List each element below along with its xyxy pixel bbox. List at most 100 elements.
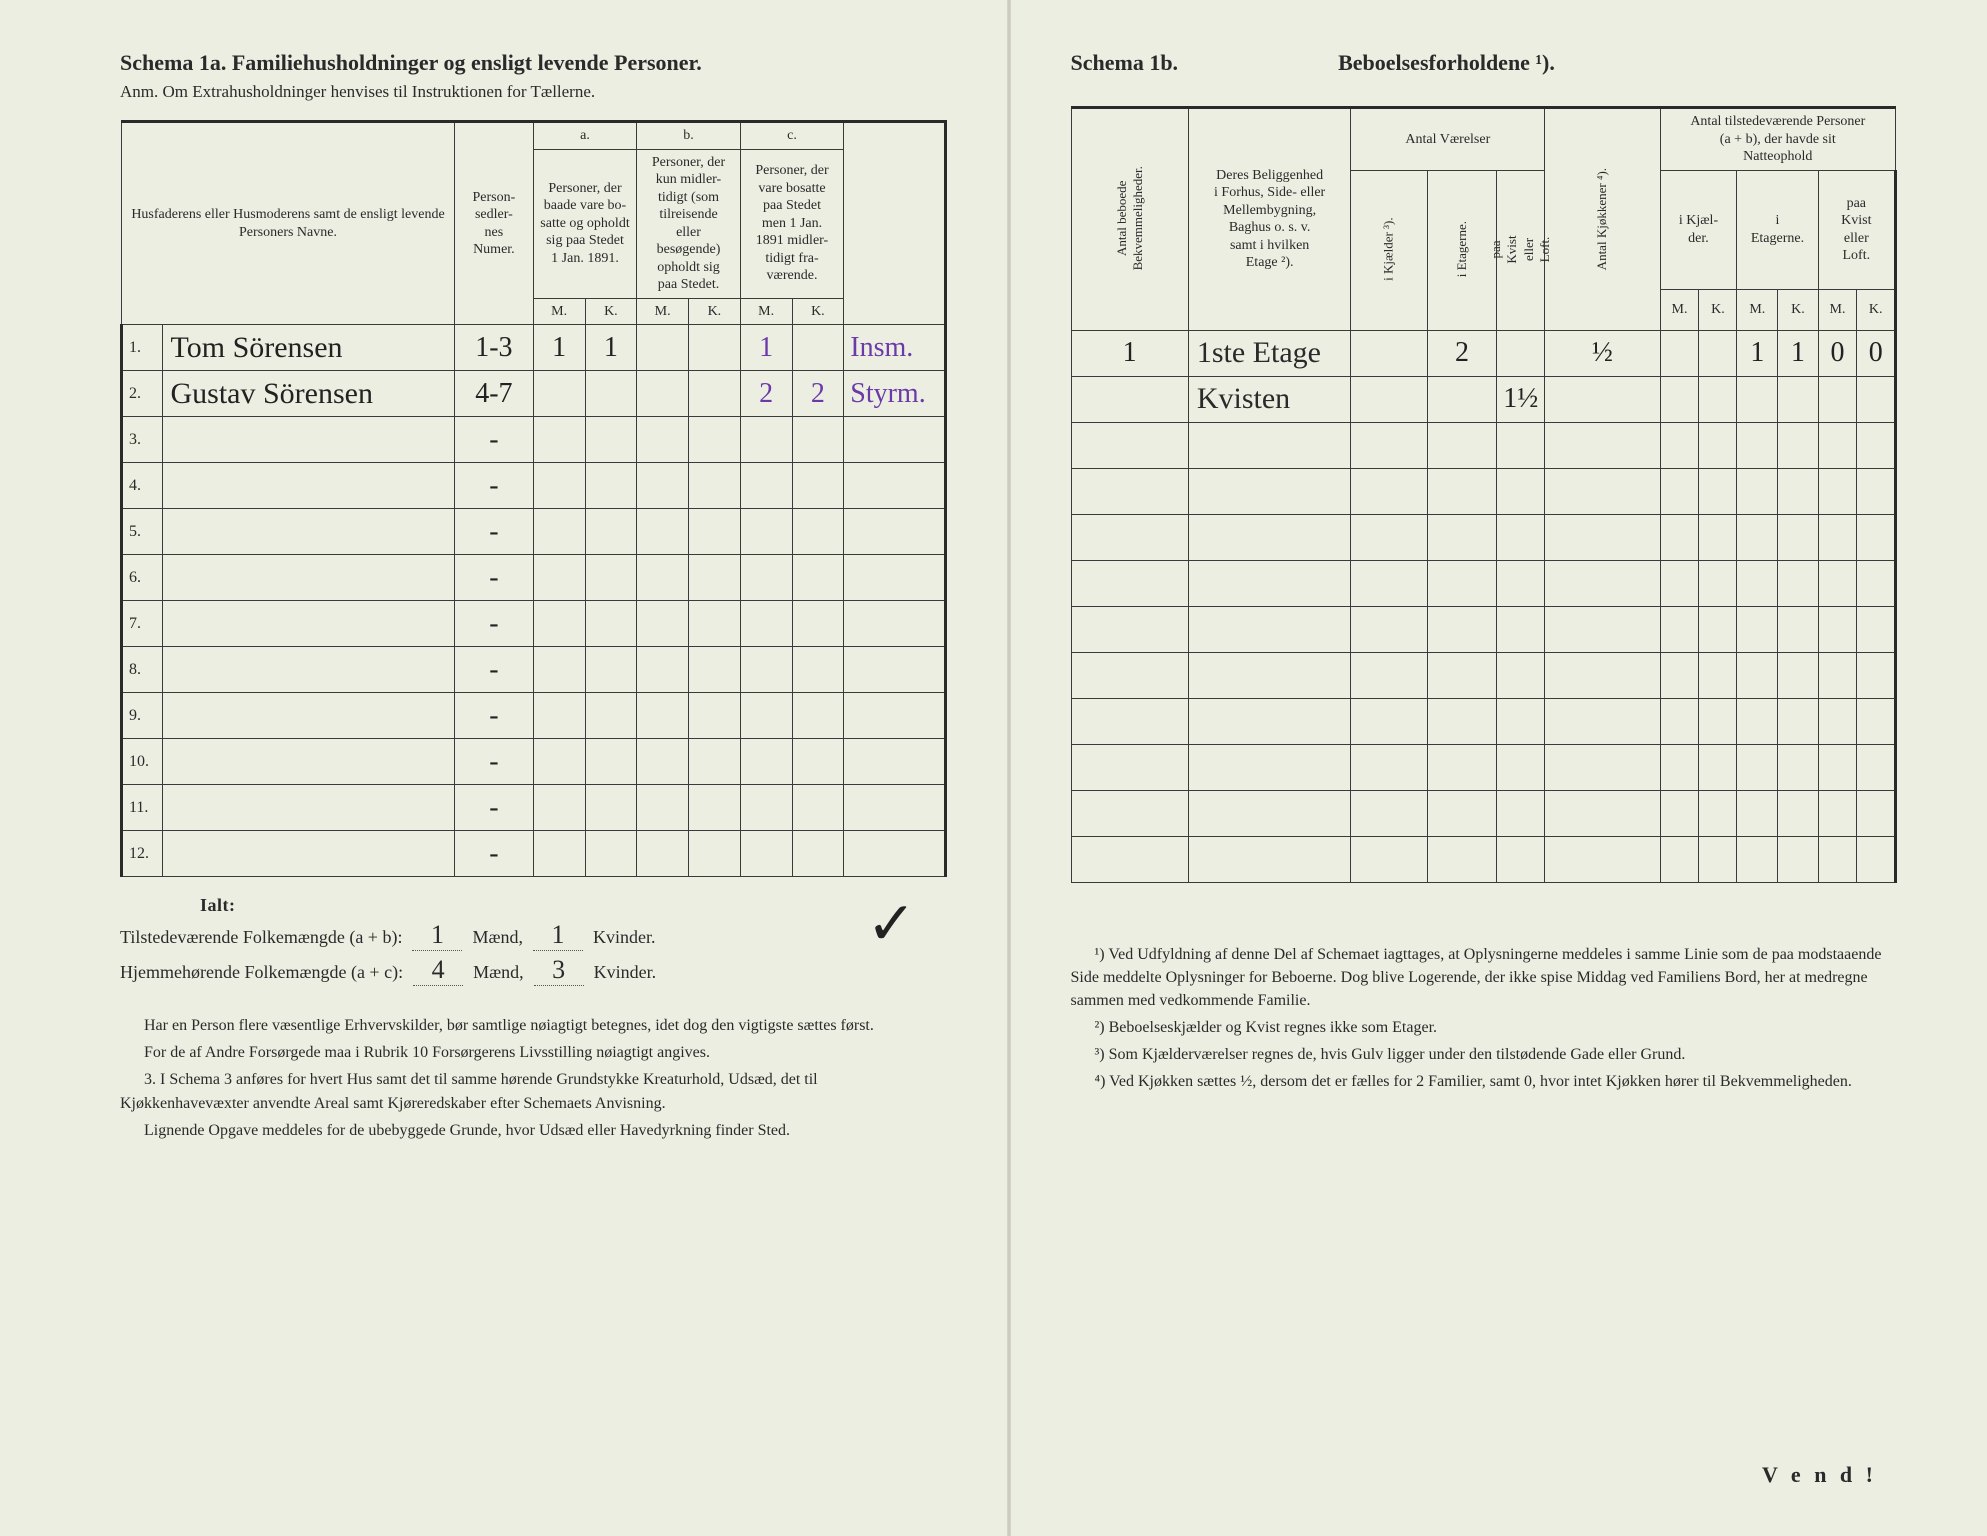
page-spread: Schema 1a. Familiehusholdninger og ensli…	[0, 0, 1987, 1536]
row-kd-m	[1660, 330, 1699, 376]
row-kv-k	[1857, 560, 1896, 606]
row-c-m	[740, 831, 792, 877]
table-row: Kvisten1½	[1071, 376, 1896, 422]
row-kjok	[1545, 652, 1660, 698]
row-kv	[1497, 606, 1545, 652]
row-kd-k	[1699, 514, 1737, 560]
row-et-m	[1737, 698, 1778, 744]
row-a-k	[585, 647, 637, 693]
row-kv-k	[1857, 606, 1896, 652]
row-et	[1427, 652, 1496, 698]
row-et-k	[1778, 652, 1818, 698]
row-kv-k	[1857, 836, 1896, 882]
row-bekv	[1071, 744, 1188, 790]
row-a-m	[533, 739, 585, 785]
row-c-k	[792, 785, 844, 831]
row-kd-m	[1660, 514, 1699, 560]
row-c-m: 1	[740, 325, 792, 371]
row-kj	[1351, 560, 1427, 606]
row-kd-m	[1660, 606, 1699, 652]
row-kv-k	[1857, 698, 1896, 744]
row-sedler: -	[455, 647, 534, 693]
row-belig	[1188, 698, 1351, 744]
row-name	[162, 647, 455, 693]
row-et-k	[1778, 744, 1818, 790]
row-et-m	[1737, 376, 1778, 422]
row-b-m	[637, 693, 689, 739]
row-a-m: 1	[533, 325, 585, 371]
row-kv-k	[1857, 652, 1896, 698]
row-et-m	[1737, 836, 1778, 882]
row-sedler: -	[455, 785, 534, 831]
table-row: 3.-	[122, 417, 946, 463]
col-kd-m: M.	[1660, 290, 1699, 330]
row-b-k	[689, 601, 741, 647]
table-row: 9.-	[122, 693, 946, 739]
row-c-k	[792, 463, 844, 509]
schema-1a-subtitle: Anm. Om Extrahusholdninger henvises til …	[120, 82, 947, 102]
row-note	[844, 739, 945, 785]
row-belig	[1188, 652, 1351, 698]
row-bekv: 1	[1071, 330, 1188, 376]
row-sedler: -	[455, 831, 534, 877]
row-a-m	[533, 601, 585, 647]
row-kv-k	[1857, 514, 1896, 560]
row-kj	[1351, 790, 1427, 836]
row-bekv	[1071, 560, 1188, 606]
col-ietag: i Etagerne.	[1737, 170, 1818, 290]
row-a-k	[585, 463, 637, 509]
hjemme-k: 3	[534, 955, 584, 986]
row-bekv	[1071, 836, 1188, 882]
row-kj	[1351, 422, 1427, 468]
row-name	[162, 463, 455, 509]
row-num: 6.	[122, 555, 163, 601]
row-name	[162, 509, 455, 555]
row-c-m	[740, 417, 792, 463]
row-et-k: 1	[1778, 330, 1818, 376]
col-kvist: paa Kvist eller Loft.	[1497, 170, 1545, 330]
col-bekv: Antal beboede Bekvemmeligheder.	[1071, 108, 1188, 331]
row-kd-k	[1699, 422, 1737, 468]
row-kv	[1497, 468, 1545, 514]
row-name: Gustav Sörensen	[162, 371, 455, 417]
footnote: ¹) Ved Udfyldning af denne Del af Schema…	[1071, 943, 1898, 1013]
row-note	[844, 693, 945, 739]
row-kd-m	[1660, 422, 1699, 468]
row-kd-k	[1699, 560, 1737, 606]
tilst-k-word: Kvinder.	[593, 927, 656, 948]
col-note	[844, 122, 945, 325]
tilst-m-word: Mænd,	[472, 927, 523, 948]
row-b-k	[689, 417, 741, 463]
tilst-label: Tilstedeværende Folkemængde (a + b):	[120, 927, 402, 948]
row-kv	[1497, 744, 1545, 790]
row-a-m	[533, 785, 585, 831]
row-et-m	[1737, 790, 1778, 836]
row-a-k	[585, 371, 637, 417]
row-belig: Kvisten	[1188, 376, 1351, 422]
row-b-m	[637, 325, 689, 371]
row-et	[1427, 744, 1496, 790]
footnote: Lignende Opgave meddeles for de ubebygge…	[120, 1119, 947, 1142]
row-kd-m	[1660, 744, 1699, 790]
table-row: 8.-	[122, 647, 946, 693]
row-name	[162, 601, 455, 647]
footnote: ³) Som Kjælderværelser regnes de, hvis G…	[1071, 1043, 1898, 1066]
left-footnotes: Har en Person flere væsentlige Erhvervsk…	[120, 1014, 947, 1142]
row-kv	[1497, 560, 1545, 606]
row-et	[1427, 376, 1496, 422]
row-num: 3.	[122, 417, 163, 463]
table-row: 11.-	[122, 785, 946, 831]
row-kd-m	[1660, 376, 1699, 422]
right-page: Schema 1b. Beboelsesforholdene ¹). Antal…	[1011, 0, 1987, 1536]
col-personsedler: Person- sedler- nes Numer.	[455, 122, 534, 325]
row-note	[844, 831, 945, 877]
row-belig	[1188, 606, 1351, 652]
table-row: 10.-	[122, 739, 946, 785]
table-row: 1.Tom Sörensen1-3111Insm.	[122, 325, 946, 371]
row-note: Insm.	[844, 325, 945, 371]
row-kjok	[1545, 606, 1660, 652]
col-a-k: K.	[585, 298, 637, 325]
col-kd-k: K.	[1699, 290, 1737, 330]
hjemme-m-word: Mænd,	[473, 962, 524, 983]
row-bekv	[1071, 376, 1188, 422]
